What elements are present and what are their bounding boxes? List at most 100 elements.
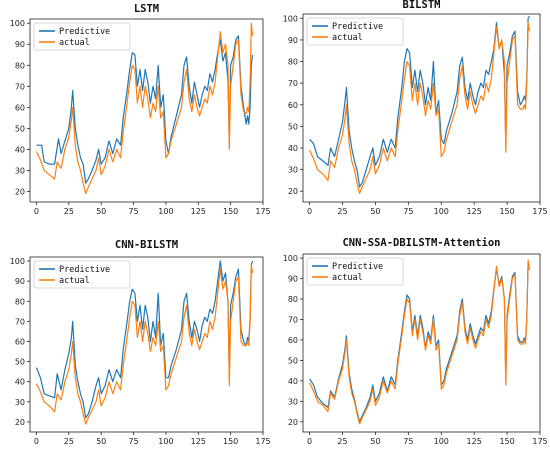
y-tick-label: 70 xyxy=(288,79,298,88)
x-tick-label: 150 xyxy=(223,437,238,446)
chart-title: CNN-SSA-DBILSTM-Attention xyxy=(342,237,500,249)
y-tick-label: 20 xyxy=(288,187,298,196)
x-tick-label: 0 xyxy=(307,207,312,216)
series-line-actual xyxy=(35,264,254,425)
y-tick-label: 40 xyxy=(15,145,25,154)
legend-label-predictive: Predictive xyxy=(59,27,110,37)
legend-label-actual: actual xyxy=(59,276,90,286)
series-line-predictive xyxy=(309,263,530,423)
chart-title: CNN-BILSTM xyxy=(115,239,178,251)
series-line-actual xyxy=(309,259,531,425)
y-tick-label: 50 xyxy=(15,124,25,133)
y-tick-label: 30 xyxy=(15,166,25,175)
y-tick-label: 50 xyxy=(288,356,298,365)
x-tick-label: 25 xyxy=(64,207,74,216)
y-tick-label: 80 xyxy=(15,297,25,306)
x-tick-label: 75 xyxy=(128,437,138,446)
legend-label-predictive: Predictive xyxy=(332,22,383,32)
chart-title: LSTM xyxy=(134,3,159,15)
plot-frame xyxy=(29,256,264,433)
chart-title: BILSTM xyxy=(403,0,441,11)
legend-box xyxy=(306,257,404,286)
y-tick-label: 40 xyxy=(288,144,298,153)
y-tick-label: 40 xyxy=(15,378,25,387)
x-tick-label: 175 xyxy=(532,437,547,446)
x-tick-label: 100 xyxy=(158,207,173,216)
x-tick-label: 125 xyxy=(191,437,206,446)
y-tick-label: 90 xyxy=(15,277,25,286)
x-tick-label: 0 xyxy=(34,437,39,446)
series-line-actual xyxy=(309,22,531,194)
legend-label-predictive: Predictive xyxy=(59,265,110,275)
x-tick-label: 150 xyxy=(499,437,514,446)
y-tick-label: 70 xyxy=(288,315,298,324)
y-tick-label: 100 xyxy=(10,257,25,266)
y-tick-label: 60 xyxy=(288,336,298,345)
series-line-predictive xyxy=(36,35,254,184)
x-tick-label: 100 xyxy=(434,437,449,446)
y-tick-label: 100 xyxy=(283,14,298,23)
legend-label-actual: actual xyxy=(332,33,363,43)
y-tick-label: 30 xyxy=(288,397,298,406)
x-tick-label: 150 xyxy=(223,207,238,216)
x-tick-label: 125 xyxy=(191,207,206,216)
x-tick-label: 50 xyxy=(370,437,380,446)
y-tick-label: 70 xyxy=(15,317,25,326)
x-tick-label: 25 xyxy=(337,207,347,216)
plot-frame xyxy=(29,18,264,203)
y-tick-label: 30 xyxy=(15,398,25,407)
x-tick-label: 75 xyxy=(403,207,413,216)
x-tick-label: 0 xyxy=(307,437,312,446)
x-tick-label: 175 xyxy=(255,437,270,446)
x-tick-label: 100 xyxy=(158,437,173,446)
x-tick-label: 100 xyxy=(434,207,449,216)
chart-panel-3: CNN-BILSTM 0 25 50 75 100 125 150 175 20 30 40 50 60 7… xyxy=(10,239,271,446)
x-tick-label: 50 xyxy=(96,207,106,216)
x-tick-label: 25 xyxy=(64,437,74,446)
y-tick-label: 100 xyxy=(10,19,25,28)
y-tick-label: 60 xyxy=(15,103,25,112)
y-tick-label: 50 xyxy=(15,358,25,367)
x-tick-label: 150 xyxy=(499,207,514,216)
x-tick-label: 25 xyxy=(337,437,347,446)
legend-box xyxy=(33,22,131,51)
y-tick-label: 80 xyxy=(288,58,298,67)
y-tick-label: 50 xyxy=(288,122,298,131)
y-tick-label: 90 xyxy=(15,40,25,49)
y-tick-label: 70 xyxy=(15,82,25,91)
x-tick-label: 175 xyxy=(532,207,547,216)
x-tick-label: 75 xyxy=(403,437,413,446)
legend-box xyxy=(306,17,404,46)
x-tick-label: 125 xyxy=(467,437,482,446)
y-tick-label: 80 xyxy=(288,295,298,304)
legend-box xyxy=(33,260,131,289)
chart-panel-2: BILSTM 0 25 50 75 100 125 150 175 20 30 40 50 60 70 80 9… xyxy=(283,0,548,216)
legend-label-predictive: Predictive xyxy=(332,262,383,272)
x-tick-label: 125 xyxy=(467,207,482,216)
plot-frame xyxy=(302,13,541,203)
y-tick-label: 80 xyxy=(15,61,25,70)
y-tick-label: 60 xyxy=(288,101,298,110)
y-tick-label: 100 xyxy=(283,254,298,263)
chart-panel-4: CNN-SSA-DBILSTM-Attention 0 25 50 75 100 125 15… xyxy=(283,237,548,446)
y-tick-label: 20 xyxy=(15,187,25,196)
y-tick-label: 20 xyxy=(15,418,25,427)
x-tick-label: 175 xyxy=(255,207,270,216)
y-tick-label: 40 xyxy=(288,377,298,386)
y-tick-label: 20 xyxy=(288,418,298,427)
y-tick-label: 90 xyxy=(288,36,298,45)
y-tick-label: 90 xyxy=(288,275,298,284)
legend-label-actual: actual xyxy=(59,38,90,48)
x-tick-label: 50 xyxy=(96,437,106,446)
series-line-actual xyxy=(35,22,254,195)
x-tick-label: 0 xyxy=(34,207,39,216)
legend-label-actual: actual xyxy=(332,273,363,283)
chart-panel-1: LSTM 0 25 50 75 100 125 150 175 20 30 40 50 60 70 80 90 1… xyxy=(10,3,271,216)
plot-frame xyxy=(302,253,541,433)
y-tick-label: 30 xyxy=(288,166,298,175)
